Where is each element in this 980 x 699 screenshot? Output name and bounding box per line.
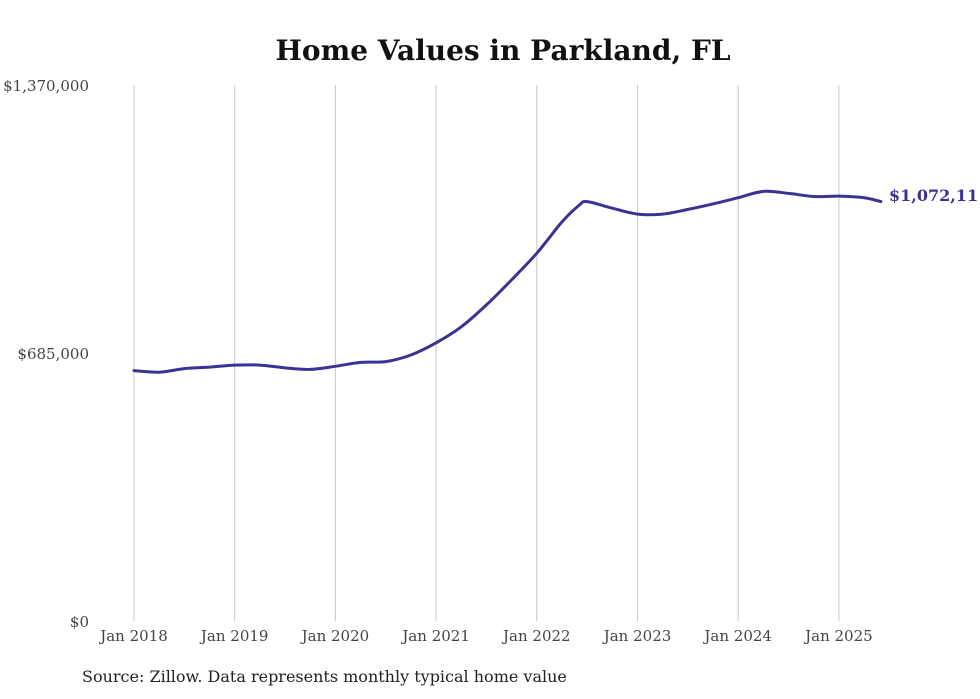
data-point (611, 207, 614, 210)
chart-title: Home Values in Parkland, FL (275, 34, 730, 67)
y-tick-label: $0 (70, 613, 89, 631)
data-points (133, 190, 883, 374)
y-axis-ticks: $0 $685,000 $1,370,000 (3, 77, 89, 631)
data-point (837, 195, 840, 198)
data-point (233, 364, 236, 367)
data-point (661, 213, 664, 216)
series-line (132, 189, 883, 374)
data-point (183, 367, 186, 370)
x-axis-ticks: Jan 2018 Jan 2019 Jan 2020 Jan 2021 Jan 2022… (98, 627, 872, 645)
data-point (812, 195, 815, 198)
data-point (535, 252, 538, 255)
vertical-grid (133, 85, 840, 621)
x-tick-label: Jan 2020 (300, 627, 370, 645)
data-point (359, 361, 362, 364)
data-point (409, 354, 412, 357)
y-tick-label: $1,370,000 (3, 77, 89, 95)
data-point (712, 202, 715, 205)
data-point (686, 208, 689, 211)
data-point (577, 204, 580, 207)
data-point (334, 365, 337, 368)
series-layer (132, 189, 883, 374)
x-tick-label: Jan 2023 (602, 627, 672, 645)
x-tick-label: Jan 2018 (98, 627, 168, 645)
data-point (485, 303, 488, 306)
x-tick-label: Jan 2024 (702, 627, 772, 645)
data-point (284, 366, 287, 369)
source-note: Source: Zillow. Data represents monthly … (82, 667, 567, 686)
data-point (737, 196, 740, 199)
data-point (133, 369, 136, 372)
x-tick-label: Jan 2021 (400, 627, 470, 645)
data-point (208, 366, 211, 369)
data-point (561, 220, 564, 223)
data-point (510, 278, 513, 281)
end-value-label: $1,072,11 (889, 186, 978, 205)
x-tick-label: Jan 2019 (199, 627, 269, 645)
x-tick-label: Jan 2025 (803, 627, 873, 645)
data-point (460, 325, 463, 328)
data-point (636, 213, 639, 216)
data-point (863, 196, 866, 199)
data-point (384, 360, 387, 363)
data-point (879, 200, 882, 203)
data-point (309, 368, 312, 371)
x-tick-label: Jan 2022 (501, 627, 571, 645)
data-point (258, 364, 261, 367)
y-tick-label: $685,000 (17, 345, 89, 363)
data-point (586, 200, 589, 203)
data-point (158, 371, 161, 374)
data-point (435, 341, 438, 344)
data-point (762, 190, 765, 193)
data-point (787, 192, 790, 195)
